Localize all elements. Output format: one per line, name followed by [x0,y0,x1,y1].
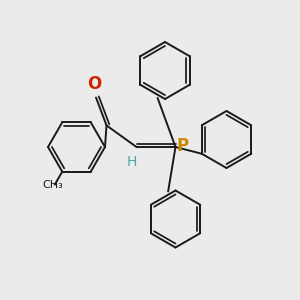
Text: O: O [87,75,102,93]
Text: P: P [177,137,189,155]
Text: H: H [127,154,137,169]
Text: CH₃: CH₃ [42,180,63,190]
